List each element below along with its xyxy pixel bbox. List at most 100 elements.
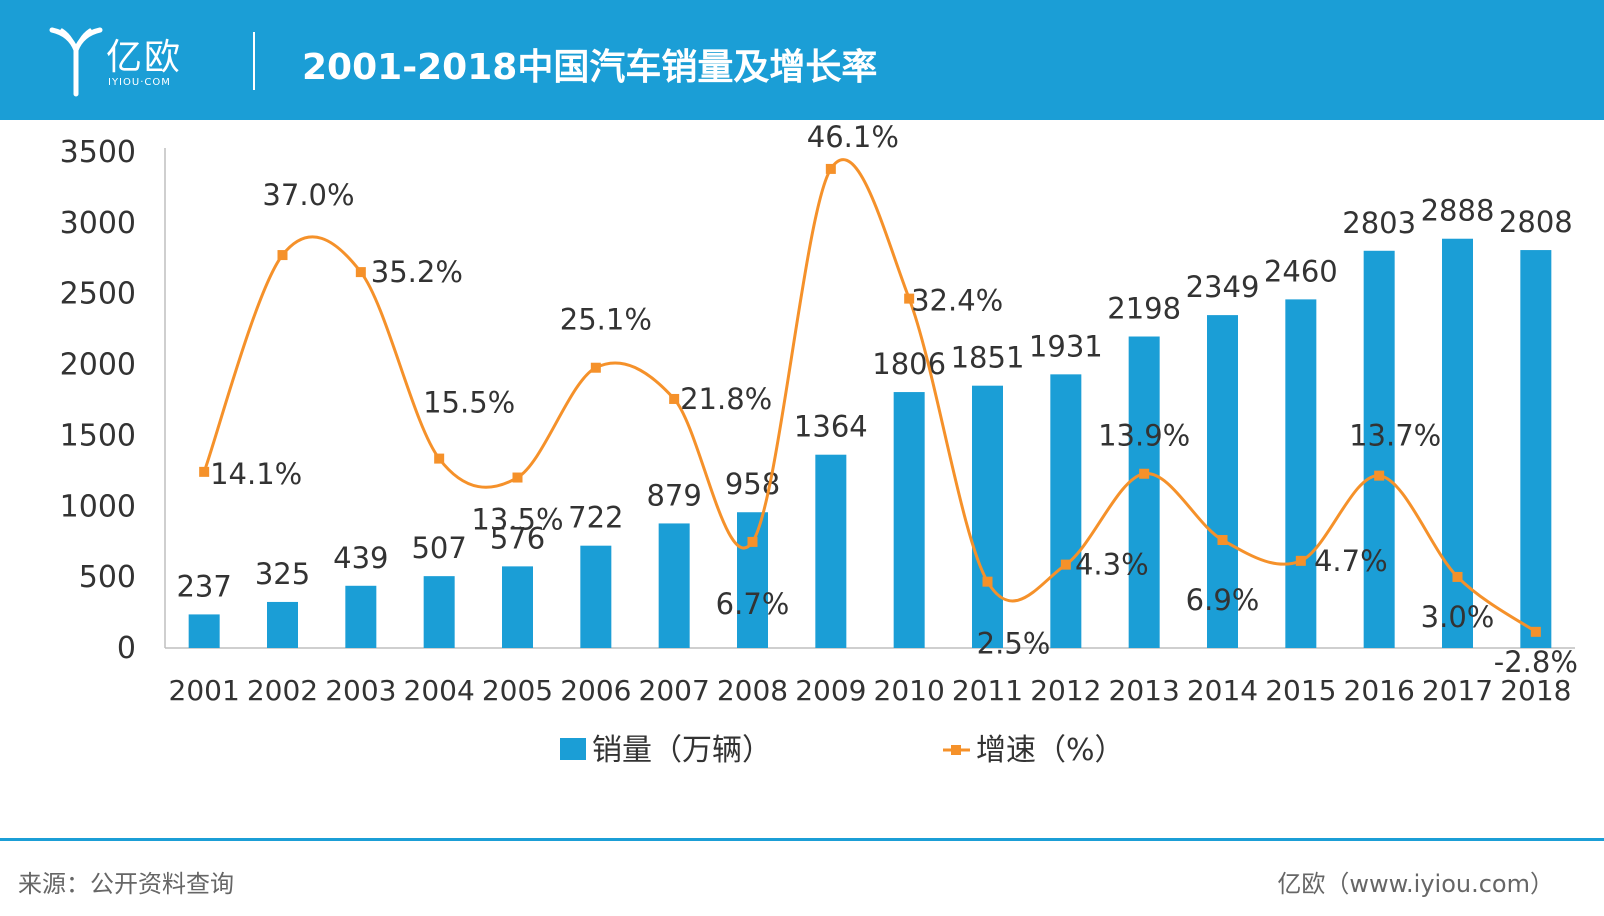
x-tick-label: 2001 [169,674,240,707]
growth-marker [355,267,366,278]
sales-data-label: 325 [255,557,310,591]
sales-data-label: 879 [646,478,701,512]
site-credit: 亿欧（www.iyiou.com） [1277,870,1554,898]
growth-data-label: 4.3% [1075,548,1149,582]
growth-marker [277,250,288,261]
sales-bar [423,576,455,648]
growth-marker [747,536,758,547]
y-tick-label: 2000 [60,348,136,383]
sales-data-label: 1851 [951,341,1025,375]
legend-line-marker [951,745,961,755]
x-tick-label: 2008 [717,674,788,707]
growth-data-label: 35.2% [371,255,463,289]
growth-data-label: 25.1% [560,303,652,337]
sales-data-label: 2349 [1186,270,1260,304]
growth-marker [1139,468,1150,479]
growth-data-label: 2.5% [977,627,1051,661]
sales-data-label: 576 [490,521,545,555]
sales-data-label: 2888 [1421,194,1495,228]
x-tick-label: 2004 [404,674,475,707]
growth-marker [669,393,680,404]
y-tick-label: 2500 [60,277,136,312]
y-tick-label: 500 [79,560,136,595]
y-tick-label: 0 [117,631,136,666]
growth-data-label: -2.8% [1494,645,1578,679]
footer-divider [0,838,1604,841]
growth-marker [825,163,836,174]
sales-growth-chart: 0 500 1000 1500 2000 2500 3000 3500 237 2001 325 20… [60,120,1578,768]
source-note: 来源：公开资料查询 [18,870,234,898]
growth-data-label: 37.0% [262,178,354,212]
sales-data-label: 1806 [872,347,946,381]
y-tick-label: 1500 [60,418,136,453]
x-tick-label: 2011 [952,674,1023,707]
growth-data-label: 13.9% [1098,419,1190,453]
legend-bar-swatch [560,738,586,760]
x-tick-label: 2006 [560,674,631,707]
growth-data-label: 15.5% [423,386,515,420]
sales-data-label: 237 [176,569,231,603]
header-bar: 亿欧 IYIOU·COM 2001-2018中国汽车销量及增长率 [0,0,1604,120]
growth-marker [199,466,210,477]
sales-bar [580,545,612,648]
growth-rate-line [202,158,1537,634]
sales-bar [1050,374,1082,648]
x-tick-label: 2005 [482,674,553,707]
sales-data-label: 1364 [794,410,868,444]
growth-marker [434,453,445,464]
sales-data-label: 439 [333,541,388,575]
x-tick-label: 2009 [795,674,866,707]
sales-bar [1128,336,1160,648]
sales-data-label: 2808 [1499,205,1573,239]
x-tick-label: 2014 [1187,674,1258,707]
growth-data-label: 21.8% [680,382,772,416]
y-tick-label: 3500 [60,135,136,170]
growth-data-label: 6.7% [716,587,790,621]
y-tick-label: 3000 [60,206,136,241]
x-tick-label: 2016 [1344,674,1415,707]
growth-marker [1295,555,1306,566]
x-tick-label: 2017 [1422,674,1493,707]
x-tick-label: 2018 [1500,674,1571,707]
sales-bar [815,454,847,648]
sales-data-label: 722 [568,501,623,535]
sales-data-label: 507 [411,531,466,565]
sales-data-label: 1931 [1029,329,1103,363]
sales-data-label: 2460 [1264,254,1338,288]
sales-bar [658,523,690,648]
growth-marker [982,576,993,587]
x-tick-label: 2003 [325,674,396,707]
x-tick-label: 2007 [639,674,710,707]
brand-name: 亿欧 [106,37,183,78]
growth-data-label: 14.1% [210,457,302,491]
growth-marker [1060,559,1071,570]
growth-marker [1530,626,1541,637]
chart-title: 2001-2018中国汽车销量及增长率 [302,47,878,88]
growth-marker [1452,571,1463,582]
growth-data-label: 4.7% [1314,544,1388,578]
sales-bar [893,392,925,648]
sales-bar [1207,315,1238,648]
sales-data-label: 2803 [1342,206,1416,240]
sales-bar [502,566,533,648]
sales-bar [188,614,220,648]
growth-marker [1217,535,1228,546]
growth-data-label: 46.1% [807,120,899,154]
sales-bar [1285,299,1317,648]
brand-subtitle: IYIOU·COM [108,77,171,88]
sales-bar [972,385,1003,648]
x-tick-label: 2002 [247,674,318,707]
sales-bar [737,512,768,648]
growth-data-label: 13.5% [471,503,563,537]
growth-data-label: 6.9% [1186,583,1260,617]
growth-marker [590,362,601,373]
x-tick-label: 2015 [1265,674,1336,707]
sales-bar [1363,250,1395,649]
y-tick-label: 1000 [60,489,136,524]
sales-bar [345,585,377,648]
sales-bar [267,601,298,648]
legend-line-label: 增速（%） [976,733,1125,768]
growth-data-label: 13.7% [1349,419,1441,453]
growth-data-label: 3.0% [1421,600,1495,634]
x-tick-label: 2013 [1109,674,1180,707]
